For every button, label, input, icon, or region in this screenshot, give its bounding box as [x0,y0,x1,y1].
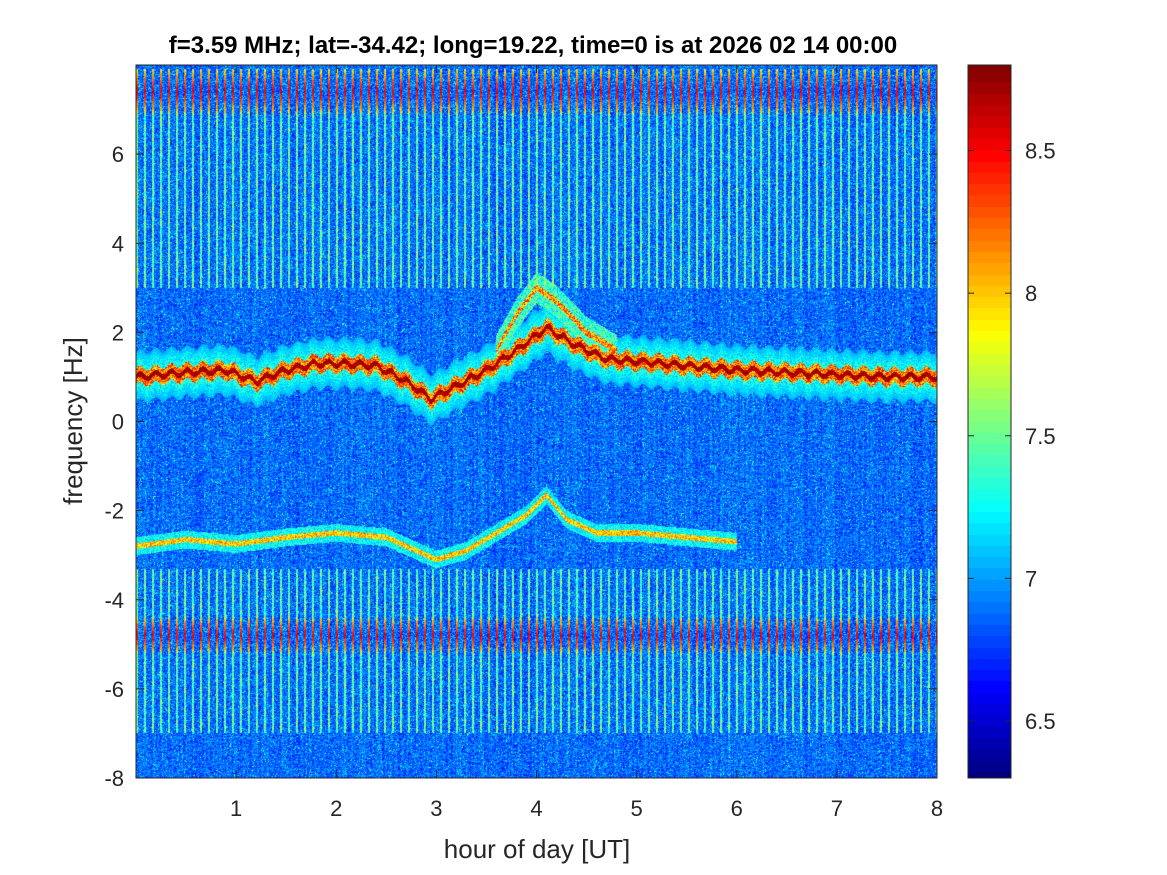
y-tick-label: 4 [112,231,124,256]
x-tick-label: 4 [530,796,542,821]
y-tick-label: 6 [112,142,124,167]
y-tick-label: -4 [104,588,124,613]
x-tick-label: 2 [330,796,342,821]
x-tick-label: 3 [430,796,442,821]
y-tick-label: -2 [104,499,124,524]
colorbar-tick-label: 7.5 [1025,424,1056,449]
y-tick-label: 0 [112,410,124,435]
chart-title: f=3.59 MHz; lat=-34.42; long=19.22, time… [169,32,897,59]
x-tick-label: 6 [731,796,743,821]
y-tick-label: 2 [112,320,124,345]
y-tick-label: -6 [104,677,124,702]
x-tick-label: 5 [631,796,643,821]
colorbar-tick-label: 8 [1025,281,1037,306]
x-axis: 1 2 3 4 5 6 7 8 [230,65,943,821]
colorbar-ticks: 6.5 7 7.5 8 8.5 [968,139,1056,734]
colorbar-tick-label: 6.5 [1025,709,1056,734]
colorbar-tick-label: 7 [1025,566,1037,591]
x-axis-label: hour of day [UT] [444,834,630,864]
colorbar-frame [967,64,1012,779]
y-axis: -8 -6 -4 -2 0 2 4 6 [104,142,937,791]
x-tick-label: 8 [931,796,943,821]
x-tick-label: 7 [831,796,843,821]
y-axis-label: frequency [Hz] [58,337,88,505]
spectrogram-heatmap [136,65,937,778]
y-tick-label: -8 [104,766,124,791]
x-tick-label: 1 [230,796,242,821]
spectrogram-plot-area[interactable] [135,64,938,779]
colorbar-tick-label: 8.5 [1025,139,1056,164]
colorbar: 6.5 7 7.5 8 8.5 [967,64,1056,779]
colorbar-gradient [968,65,1011,778]
